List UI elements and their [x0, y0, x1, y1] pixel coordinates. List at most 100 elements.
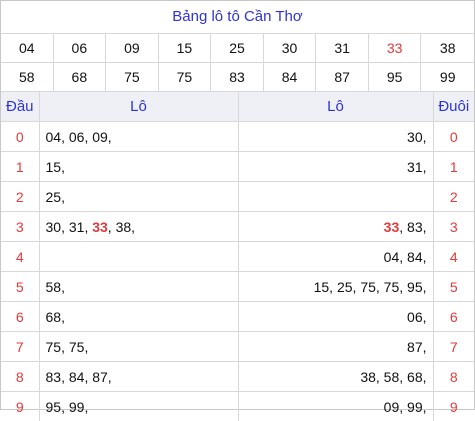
lo-right-cell — [238, 182, 433, 212]
lo-right-cell: 06, — [238, 302, 433, 332]
dau-digit: 1 — [1, 152, 39, 182]
lo-number: 99 — [69, 399, 85, 415]
lo-number: 33 — [92, 219, 108, 235]
result-number: 06 — [54, 34, 107, 63]
lo-right-cell: 31, — [238, 152, 433, 182]
result-number: 58 — [1, 63, 54, 92]
lo-left-cell: 95, 99, — [39, 392, 238, 421]
lo-left-cell: 58, — [39, 272, 238, 302]
lo-right-cell: 30, — [238, 122, 433, 152]
dau-digit: 9 — [1, 392, 39, 421]
result-number: 30 — [264, 34, 317, 63]
dau-digit: 6 — [1, 302, 39, 332]
result-number: 15 — [159, 34, 212, 63]
duoi-digit: 6 — [433, 302, 474, 332]
lo-number: 58 — [46, 279, 62, 295]
lo-number: 38 — [116, 219, 132, 235]
lo-number: 58 — [384, 369, 400, 385]
lo-right-cell: 04, 84, — [238, 242, 433, 272]
result-number: 25 — [211, 34, 264, 63]
header-lo-left: Lô — [39, 92, 238, 122]
lo-number: 83 — [46, 369, 62, 385]
duoi-digit: 2 — [433, 182, 474, 212]
lo-left-cell: 04, 06, 09, — [39, 122, 238, 152]
lo-number: 15 — [314, 279, 330, 295]
lo-right-cell: 33, 83, — [238, 212, 433, 242]
lo-number: 87 — [407, 339, 423, 355]
lo-number: 68 — [46, 309, 62, 325]
result-number: 09 — [106, 34, 159, 63]
lo-number: 31 — [407, 159, 423, 175]
result-number: 31 — [316, 34, 369, 63]
lo-number: 83 — [407, 219, 423, 235]
lo-left-cell: 25, — [39, 182, 238, 212]
result-number: 99 — [421, 63, 474, 92]
header-lo-right: Lô — [238, 92, 433, 122]
result-number: 68 — [54, 63, 107, 92]
lo-left-cell: 30, 31, 33, 38, — [39, 212, 238, 242]
lo-number: 75 — [46, 339, 62, 355]
result-number: 75 — [106, 63, 159, 92]
duoi-digit: 3 — [433, 212, 474, 242]
lo-number: 33 — [384, 219, 400, 235]
lo-number: 87 — [92, 369, 108, 385]
result-number: 75 — [159, 63, 212, 92]
table-header-row: Đầu Lô Lô Đuôi — [1, 92, 474, 122]
result-number: 04 — [1, 34, 54, 63]
duoi-digit: 5 — [433, 272, 474, 302]
lo-number: 95 — [407, 279, 423, 295]
lo-number: 04 — [46, 129, 62, 145]
lo-number: 25 — [337, 279, 353, 295]
lo-number: 84 — [407, 249, 423, 265]
lo-number: 04 — [384, 249, 400, 265]
result-number: 95 — [369, 63, 422, 92]
header-dau: Đầu — [1, 92, 39, 122]
dau-digit: 2 — [1, 182, 39, 212]
lo-number: 30 — [407, 129, 423, 145]
duoi-digit: 7 — [433, 332, 474, 362]
lo-left-cell: 75, 75, — [39, 332, 238, 362]
lo-right-cell: 38, 58, 68, — [238, 362, 433, 392]
result-number: 38 — [421, 34, 474, 63]
duoi-digit: 0 — [433, 122, 474, 152]
lo-number: 99 — [407, 399, 423, 415]
dau-digit: 5 — [1, 272, 39, 302]
lo-number: 75 — [69, 339, 85, 355]
lo-number: 68 — [407, 369, 423, 385]
duoi-digit: 4 — [433, 242, 474, 272]
lo-number: 95 — [46, 399, 62, 415]
lo-number: 84 — [69, 369, 85, 385]
dau-digit: 3 — [1, 212, 39, 242]
duoi-digit: 8 — [433, 362, 474, 392]
lo-number: 31 — [69, 219, 85, 235]
result-number: 33 — [369, 34, 422, 63]
dau-digit: 7 — [1, 332, 39, 362]
lo-left-cell — [39, 242, 238, 272]
board-title: Bảng lô tô Cần Thơ — [1, 1, 474, 34]
lo-number: 06 — [407, 309, 423, 325]
lo-left-cell: 68, — [39, 302, 238, 332]
lo-number: 30 — [46, 219, 62, 235]
lo-number: 15 — [46, 159, 62, 175]
lo-right-cell: 87, — [238, 332, 433, 362]
lo-right-cell: 09, 99, — [238, 392, 433, 421]
header-duoi: Đuôi — [433, 92, 474, 122]
lo-left-cell: 15, — [39, 152, 238, 182]
duoi-digit: 9 — [433, 392, 474, 421]
lo-number: 06 — [69, 129, 85, 145]
lo-right-cell: 15, 25, 75, 75, 95, — [238, 272, 433, 302]
lo-number: 09 — [92, 129, 108, 145]
result-number: 84 — [264, 63, 317, 92]
